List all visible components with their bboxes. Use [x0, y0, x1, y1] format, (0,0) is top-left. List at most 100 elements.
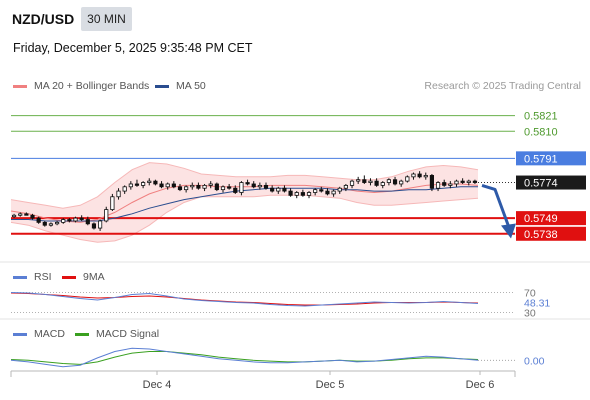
- candle-body: [61, 219, 66, 223]
- candle: [159, 181, 164, 189]
- candle-body: [417, 173, 422, 178]
- candle: [165, 182, 170, 190]
- candle-body: [171, 183, 176, 188]
- rsi-line: [10, 292, 479, 307]
- bollinger-band-area: [11, 162, 478, 243]
- candle: [331, 189, 336, 197]
- candle: [325, 188, 330, 196]
- candle-body: [288, 190, 293, 196]
- candle-body: [435, 182, 441, 189]
- candle-body: [319, 189, 324, 192]
- forecast-arrowhead: [501, 223, 516, 239]
- candle: [61, 218, 66, 224]
- candle-body: [349, 180, 355, 186]
- candle-body: [11, 214, 17, 218]
- candle: [30, 213, 35, 220]
- candle-body: [411, 173, 416, 178]
- candle-body: [48, 223, 54, 226]
- candle-body: [159, 183, 164, 188]
- candle: [405, 175, 410, 183]
- candle-body: [208, 183, 213, 186]
- candle: [251, 181, 256, 189]
- legend-macd-signal-swatch: [75, 332, 89, 336]
- candle: [128, 181, 133, 190]
- candle-body: [251, 183, 256, 188]
- current-price-tag: [516, 175, 586, 190]
- candle: [153, 179, 158, 186]
- candle-body: [116, 190, 121, 198]
- candle-body: [165, 183, 170, 188]
- candle-body: [220, 186, 226, 191]
- current-price-label: 0.5774: [524, 178, 558, 190]
- candle-body: [331, 190, 336, 195]
- candle-body: [30, 214, 35, 219]
- candle-body: [18, 213, 23, 216]
- legend-ma20-swatch: [13, 84, 27, 88]
- legend-rsi-swatch: [13, 275, 27, 279]
- legend-ma20: MA 20 + Bollinger Bands: [13, 80, 149, 92]
- candle: [380, 181, 385, 189]
- level-tag-0.5791: [516, 151, 586, 166]
- candle-body: [423, 175, 428, 178]
- candle-body: [104, 209, 109, 222]
- candle: [356, 176, 361, 184]
- candle-body: [153, 180, 158, 185]
- candle-body: [472, 180, 478, 183]
- candle: [313, 188, 318, 196]
- candle-body: [110, 196, 115, 210]
- level-label-0.5749: 0.5749: [524, 213, 558, 225]
- level-tag-0.5738: [516, 226, 586, 241]
- candle: [319, 186, 324, 193]
- candle-body: [54, 221, 60, 225]
- legend-rsi-label: RSI: [34, 271, 52, 283]
- forecast-arrow: [481, 183, 511, 229]
- candle: [374, 178, 379, 187]
- candle-body: [399, 180, 404, 185]
- x-tick-label: Dec 6: [466, 379, 495, 391]
- symbol-title: NZD/USD: [12, 11, 75, 27]
- candle: [73, 216, 78, 223]
- candle-body: [356, 179, 361, 182]
- legend-macd-label: MACD: [34, 328, 65, 340]
- candle-body: [227, 186, 232, 189]
- candle-body: [392, 179, 398, 185]
- candle-body: [343, 184, 348, 189]
- candle-body: [405, 176, 410, 182]
- candle-body: [362, 179, 367, 183]
- candle: [196, 182, 201, 190]
- candle: [282, 185, 287, 193]
- legend-9ma: 9MA: [62, 271, 105, 283]
- candle: [399, 179, 404, 187]
- candle: [448, 181, 453, 189]
- candle-body: [202, 184, 207, 189]
- level-label-0.5738: 0.5738: [524, 229, 558, 241]
- candle: [386, 178, 391, 186]
- candle: [11, 213, 17, 219]
- legend-macd-swatch: [13, 332, 27, 336]
- candle: [98, 219, 103, 231]
- candle-body: [300, 192, 305, 196]
- candle-body: [263, 184, 269, 189]
- candle-body: [282, 187, 287, 192]
- candle-body: [214, 183, 219, 191]
- candle: [454, 179, 459, 187]
- candle: [337, 186, 342, 194]
- legend-9ma-label: 9MA: [83, 271, 105, 283]
- candle-body: [466, 180, 471, 183]
- candle-body: [98, 220, 103, 229]
- candle: [171, 181, 176, 189]
- timeframe-button[interactable]: 30 MIN: [81, 7, 132, 31]
- candle: [227, 183, 232, 190]
- candle-body: [270, 187, 275, 192]
- bollinger-upper-line: [10, 162, 479, 209]
- candle: [392, 176, 398, 186]
- candle-body: [42, 221, 47, 226]
- candle-body: [374, 180, 379, 186]
- candle: [349, 179, 355, 189]
- candle: [411, 172, 416, 180]
- rsi-axis-label: 48.31: [524, 298, 550, 310]
- candle: [263, 182, 269, 190]
- candle-body: [294, 192, 299, 196]
- legend-ma50-label: MA 50: [176, 80, 206, 92]
